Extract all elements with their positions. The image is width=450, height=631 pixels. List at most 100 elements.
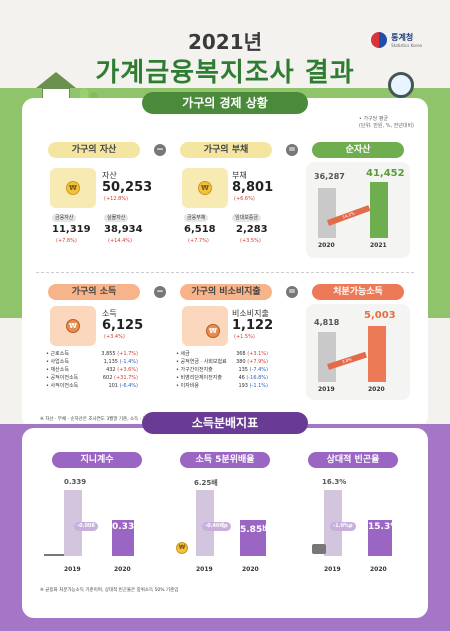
- debt-change: (+6.6%): [234, 196, 255, 202]
- minus-icon: −: [154, 286, 166, 298]
- quintile-2019-value: 6.25배: [194, 479, 218, 487]
- net-2020-label: 36,287: [314, 172, 345, 181]
- breakdown-value: 193 (-1.1%): [238, 383, 268, 389]
- breakdown-label: • 사적이전소득: [46, 383, 79, 389]
- fin-assets-tag: 금융자산: [52, 214, 77, 222]
- magnifier-icon: [388, 72, 414, 98]
- gini-2019-value: 0.339: [64, 478, 87, 486]
- fin-debt-value: 6,518: [184, 224, 216, 235]
- net-2021-bar: [370, 182, 388, 238]
- minus-icon: −: [154, 144, 166, 156]
- unit-note: • 가구당 평균 (단위: 만원, %, 전년대비): [358, 116, 414, 129]
- fin-assets-value: 11,319: [52, 224, 91, 235]
- assets-pill: 가구의 자산: [48, 142, 140, 158]
- debt-label: 부채: [232, 171, 247, 180]
- equals-icon: =: [286, 286, 298, 298]
- org-sub: Statistics Korea: [391, 43, 422, 48]
- income-breakdown: • 근로소득 3,855 (+1.7%) • 사업소득 1,135 (-1.4%) • …: [46, 350, 138, 390]
- disp-x-2019: 2019: [318, 386, 335, 393]
- wallet-icon: ₩: [182, 306, 228, 346]
- title-year: 2021년: [187, 30, 263, 54]
- assets-change: (+12.8%): [104, 196, 128, 202]
- breakdown-value: 602 (+31.7%): [102, 375, 138, 381]
- debt-pill: 가구의 부채: [180, 142, 272, 158]
- real-assets-value: 38,934: [104, 224, 143, 235]
- breakdown-label: • 공적연금 · 사회보험료: [176, 359, 227, 365]
- net-assets-chart: 36,287 41,452 14.2% 2020 2021: [306, 162, 410, 258]
- net-x-2021: 2021: [370, 242, 387, 249]
- poverty-x-2019: 2019: [324, 566, 341, 573]
- breakdown-label: • 재산소득: [46, 367, 69, 373]
- breakdown-label: • 사업소득: [46, 359, 69, 365]
- divider: [36, 272, 414, 273]
- wallet-icon: [312, 544, 326, 554]
- taegeuk-icon: [371, 32, 388, 48]
- breakdown-row: • 사적이전소득 101 (-6.4%): [46, 382, 138, 390]
- quintile-2020-bar: [240, 520, 266, 556]
- net-2020-bar: [318, 188, 336, 238]
- disposable-chart: 4,818 5,003 3.8% 2019 2020: [306, 304, 410, 400]
- deposit-tag: 임대보증금: [232, 214, 262, 222]
- poverty-pill: 상대적 빈곤율: [308, 452, 398, 468]
- footnote-economy: ※ 자산 · 부채 · 순자산은 조사연도 3월말 기준, 소득 · 지출은 전…: [40, 417, 189, 422]
- scale-icon: [44, 540, 64, 556]
- deposit-value: 2,283: [236, 224, 268, 235]
- gini-2020-bar: [112, 520, 134, 556]
- breakdown-label: • 이자비용: [176, 383, 199, 389]
- spend-label: 비소비지출: [232, 309, 269, 318]
- fin-debt-change: (+7.7%): [188, 238, 209, 244]
- income-label: 소득: [102, 309, 117, 318]
- spend-pill: 가구의 비소비지출: [180, 284, 272, 300]
- income-change: (+3.4%): [104, 334, 125, 340]
- quintile-x-2019: 2019: [196, 566, 213, 573]
- breakdown-value: 432 (+3.6%): [106, 367, 138, 373]
- footnote-distribution: ※ 균등화 처분가능소득 기준이며, 상대적 빈곤율은 중위소득 50% 기준임: [40, 588, 179, 593]
- breakdown-row: • 세금 368 (+3.1%): [176, 350, 268, 358]
- quintile-2020-value: 5.85배: [240, 525, 271, 535]
- poverty-2019-value: 16.3%: [322, 478, 347, 486]
- gini-pill: 지니계수: [52, 452, 142, 468]
- breakdown-label: • 근로소득: [46, 351, 69, 357]
- spend-value: 1,122: [232, 318, 274, 333]
- real-assets-change: (+14.4%): [108, 238, 132, 244]
- breakdown-value: 135 (-7.4%): [238, 367, 268, 373]
- breakdown-label: • 비영리단체이전지출: [176, 375, 222, 381]
- real-assets-tag: 실물자산: [104, 214, 129, 222]
- org-logo: 통계청 Statistics Korea: [371, 32, 422, 48]
- assets-value: 50,253: [102, 180, 153, 195]
- breakdown-label: • 세금: [176, 351, 190, 357]
- disp-2019-bar: [318, 332, 336, 382]
- income-pill: 가구의 소득: [48, 284, 140, 300]
- breakdown-value: 101 (-6.4%): [108, 383, 138, 389]
- money-bag-icon: ₩: [50, 306, 96, 346]
- org-name: 통계청: [391, 33, 414, 42]
- money-stack-icon: ₩: [50, 168, 96, 208]
- quintile-x-2020: 2020: [242, 566, 259, 573]
- poverty-x-2020: 2020: [370, 566, 387, 573]
- income-value: 6,125: [102, 318, 144, 333]
- disp-2019-label: 4,818: [314, 318, 340, 327]
- spend-change: (+1.5%): [234, 334, 255, 340]
- breakdown-row: • 공적연금 · 사회보험료 380 (+7.9%): [176, 358, 268, 366]
- breakdown-row: • 비영리단체이전지출 46 (-16.8%): [176, 374, 268, 382]
- breakdown-value: 1,135 (-1.4%): [103, 359, 138, 365]
- equals-icon: =: [286, 144, 298, 156]
- spend-breakdown: • 세금 368 (+3.1%) • 공적연금 · 사회보험료 380 (+7.9%)…: [176, 350, 268, 390]
- house-money-icon: ₩: [182, 168, 228, 208]
- breakdown-row: • 가구간이전지출 135 (-7.4%): [176, 366, 268, 374]
- assets-label: 자산: [102, 171, 117, 180]
- page-title: 가계금융복지조사 결과: [95, 58, 355, 88]
- breakdown-row: • 근로소득 3,855 (+1.7%): [46, 350, 138, 358]
- gini-2020-value: 0.331: [112, 522, 141, 532]
- section-title-economy: 가구의 경제 상황: [142, 92, 308, 114]
- tree-icon: [80, 88, 88, 102]
- disp-2020-label: 5,003: [364, 310, 396, 321]
- breakdown-value: 46 (-16.8%): [238, 375, 268, 381]
- breakdown-row: • 이자비용 193 (-1.1%): [176, 382, 268, 390]
- breakdown-row: • 재산소득 432 (+3.6%): [46, 366, 138, 374]
- net-assets-pill: 순자산: [312, 142, 404, 158]
- quintile-pill: 소득 5분위배율: [180, 452, 270, 468]
- gini-2019-bar: [64, 490, 82, 556]
- poverty-diff: -1.0%p: [330, 522, 356, 531]
- breakdown-value: 368 (+3.1%): [236, 351, 268, 357]
